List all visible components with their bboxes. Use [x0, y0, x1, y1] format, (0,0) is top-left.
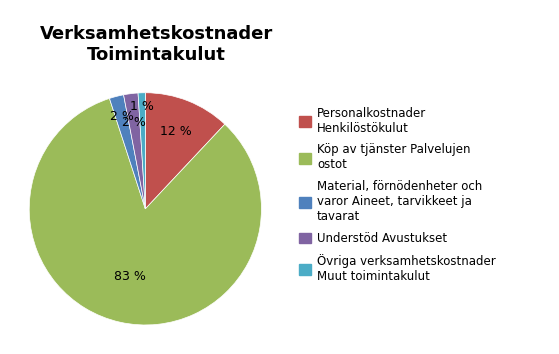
Text: 12 %: 12 % [160, 125, 192, 138]
Text: 2 %: 2 % [110, 110, 134, 123]
Text: Verksamhetskostnader
Toimintakulut: Verksamhetskostnader Toimintakulut [40, 25, 273, 64]
Wedge shape [124, 93, 145, 209]
Text: 2 %: 2 % [122, 116, 146, 129]
Text: 1 %: 1 % [130, 100, 154, 113]
Wedge shape [145, 93, 225, 209]
Wedge shape [138, 93, 145, 209]
Legend: Personalkostnader
Henkilöstökulut, Köp av tjänster Palvelujen
ostot, Material, f: Personalkostnader Henkilöstökulut, Köp a… [300, 107, 496, 283]
Text: 83 %: 83 % [114, 270, 146, 283]
Wedge shape [110, 95, 145, 209]
Wedge shape [29, 98, 262, 325]
